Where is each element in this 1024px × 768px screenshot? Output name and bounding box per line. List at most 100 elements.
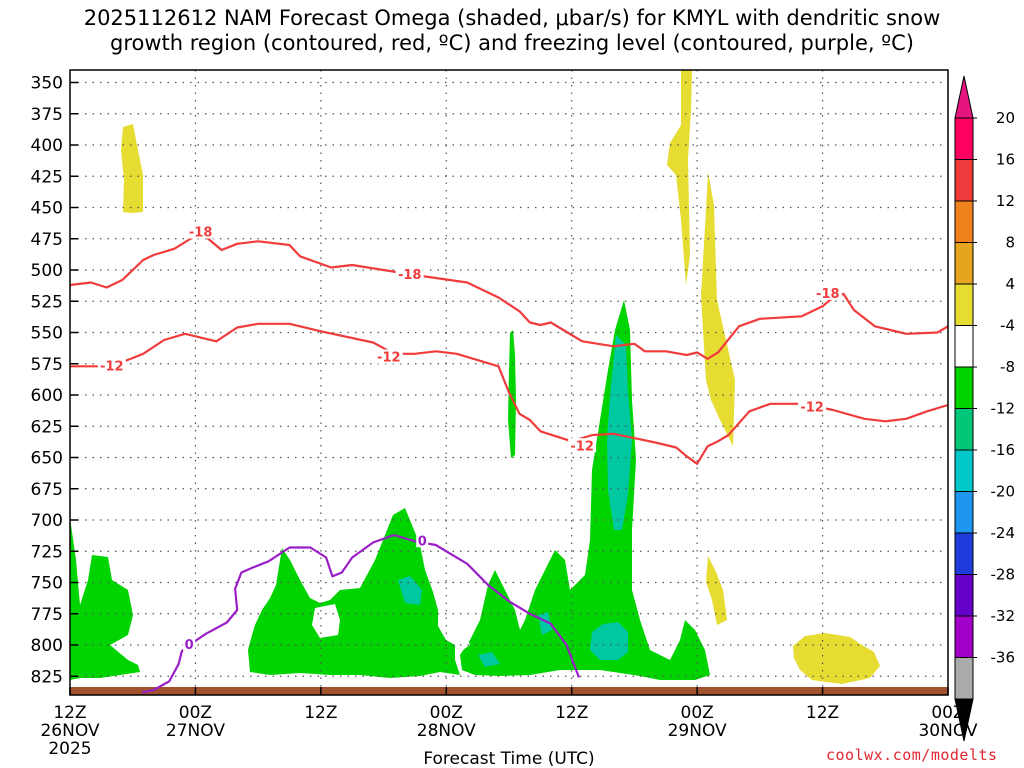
x-tick-date-label: 27NOV <box>166 721 225 741</box>
colorbar-label: -24 <box>991 524 1016 542</box>
contour-label: -18 <box>189 226 213 241</box>
y-tick-label: 625 <box>31 417 63 437</box>
contour-label: -12 <box>570 439 594 454</box>
colorbar-label: 20 <box>996 109 1015 127</box>
omega-ascent-region-teal-1 <box>607 335 632 530</box>
x-tick-label: 12Z <box>806 703 839 723</box>
omega-ascent-region-teal-4 <box>538 612 552 635</box>
y-tick-label: 450 <box>31 199 63 219</box>
contour-label: -18 <box>816 287 840 302</box>
y-tick-label: 600 <box>31 386 63 406</box>
colorbar-legend: 20 16 12 8 4 -4 -8 -12 -16 -20 -24 -28 -32 -36 <box>954 75 1016 742</box>
x-tick-label: 00Z <box>681 703 714 723</box>
y-tick-label: 375 <box>31 105 63 125</box>
colorbar-bottom-arrow <box>954 698 974 742</box>
colorbar-swatch <box>954 532 974 575</box>
colorbar-swatch <box>954 325 974 368</box>
contour-label-bg <box>568 438 597 453</box>
y-tick-label: 500 <box>31 261 63 281</box>
colorbar-label: -32 <box>991 607 1016 625</box>
x-tick-label: 12Z <box>53 703 86 723</box>
colorbar-label: 16 <box>996 151 1015 169</box>
x-tick-label: 00Z <box>931 703 964 723</box>
y-tick-label: 725 <box>31 542 63 562</box>
temperature-contours: -18 -18 -18 -12 -12 -12 -12 0 0 <box>69 224 949 694</box>
omega-ascent-region-teal-3 <box>398 576 422 605</box>
x-tick-label: 12Z <box>304 703 337 723</box>
colorbar-label: -12 <box>991 400 1016 418</box>
ground-terrain <box>70 687 948 695</box>
x-tick-label: 00Z <box>179 703 212 723</box>
omega-descent-region-4 <box>706 556 727 625</box>
contour-label: -12 <box>100 359 124 374</box>
colorbar-label: 12 <box>996 192 1015 210</box>
y-tick-label: 575 <box>31 355 63 375</box>
omega-descent-region-2 <box>667 70 692 285</box>
colorbar-label: -8 <box>1000 358 1015 376</box>
contour-label-bg <box>374 349 403 364</box>
colorbar-top-arrow <box>954 75 974 119</box>
colorbar-label: -4 <box>1000 317 1015 335</box>
y-tick-label: 550 <box>31 324 63 344</box>
contour-line-dgz_-12 <box>70 322 949 465</box>
colorbar-label: -28 <box>991 566 1016 584</box>
x-tick-label: 12Z <box>555 703 588 723</box>
x-tick-year-label: 2025 <box>48 739 91 759</box>
colorbar-swatch <box>954 657 974 700</box>
contour-label: -12 <box>800 401 824 416</box>
omega-descent-region-1 <box>121 124 143 213</box>
omega-descent-region-3 <box>701 172 735 446</box>
omega-shading <box>70 70 880 684</box>
colorbar-swatch <box>954 200 974 243</box>
y-tick-label: 700 <box>31 511 63 531</box>
colorbar-swatch <box>954 615 974 658</box>
colorbar-swatch <box>954 242 974 285</box>
y-axis: 350 375 400 425 450 475 500 525 550 575 600 625 650 6… <box>31 74 78 687</box>
colorbar-swatch <box>954 574 974 617</box>
y-tick-label: 650 <box>31 449 63 469</box>
x-tick-date-label: 30NOV <box>918 721 977 741</box>
omega-ascent-region-1 <box>70 518 140 680</box>
omega-descent-region-5 <box>793 633 880 684</box>
y-tick-label: 475 <box>31 230 63 250</box>
x-tick-date-label: 28NOV <box>417 721 476 741</box>
omega-ascent-region-2 <box>248 508 460 678</box>
y-tick-label: 525 <box>31 292 63 312</box>
colorbar-swatch <box>954 159 974 202</box>
y-tick-label: 400 <box>31 136 63 156</box>
contour-label: -18 <box>398 268 422 283</box>
colorbar-label: -16 <box>991 441 1016 459</box>
contour-label: -12 <box>377 351 401 366</box>
y-tick-label: 825 <box>31 667 63 687</box>
y-tick-label: 675 <box>31 480 63 500</box>
omega-ascent-region-teal-5 <box>478 652 500 667</box>
colorbar-swatch <box>954 491 974 534</box>
omega-neutral-pocket <box>455 630 470 652</box>
omega-ascent-region-teal-2 <box>590 622 628 660</box>
colorbar-swatch <box>954 366 974 409</box>
colorbar-swatch <box>954 283 974 326</box>
x-tick-label: 00Z <box>430 703 463 723</box>
contour-label-bg <box>416 533 429 548</box>
colorbar-swatch <box>954 117 974 160</box>
x-tick-date-label: 26NOV <box>40 721 99 741</box>
x-axis-label: Forecast Time (UTC) <box>423 749 594 768</box>
chart-title: 2025112612 NAM Forecast Omega (shaded, μ… <box>0 6 1024 56</box>
contour-label-bg <box>97 358 126 373</box>
y-tick-label: 800 <box>31 636 63 656</box>
colorbar-label: 4 <box>1005 275 1015 293</box>
title-line-1: 2025112612 NAM Forecast Omega (shaded, μ… <box>83 6 941 30</box>
contour-label-bg <box>813 285 842 300</box>
colorbar-swatch <box>954 449 974 492</box>
y-tick-label: 750 <box>31 574 63 594</box>
y-tick-label: 425 <box>31 167 63 187</box>
contour-label-bg <box>395 267 424 281</box>
colorbar-label: 8 <box>1005 234 1015 252</box>
omega-neutral-pocket <box>312 604 340 638</box>
y-tick-label: 350 <box>31 74 63 94</box>
colorbar-label: -20 <box>991 483 1016 501</box>
title-line-2: growth region (contoured, red, ºC) and f… <box>110 31 914 55</box>
contour-label: 0 <box>185 638 194 653</box>
credit-text: coolwx.com/modelts <box>826 746 998 764</box>
